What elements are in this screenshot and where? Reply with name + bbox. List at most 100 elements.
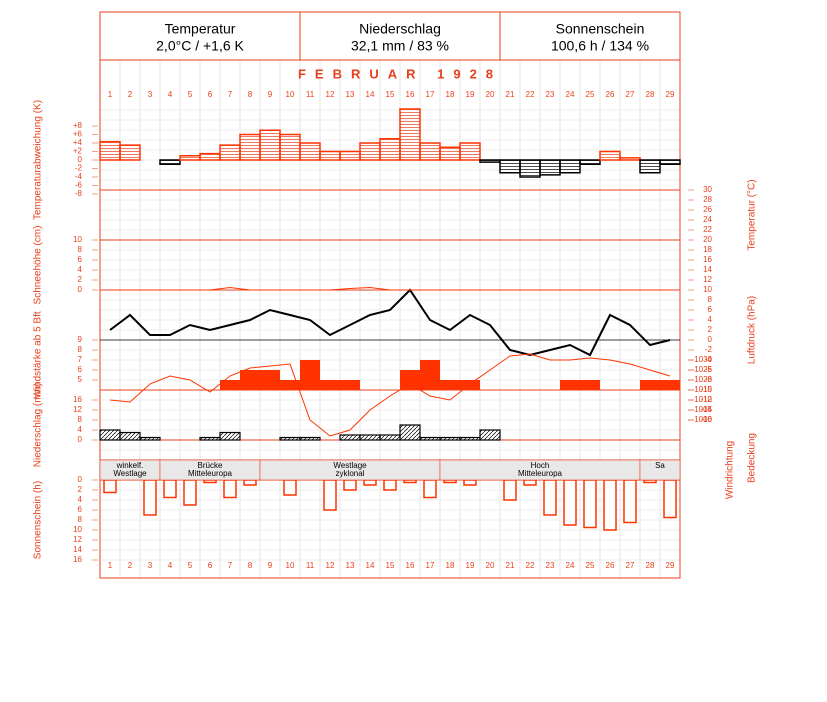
bar <box>280 380 300 390</box>
y-tick-label: +6 <box>73 130 83 139</box>
anomaly-bar <box>499 159 521 174</box>
bar <box>660 380 680 390</box>
header-value: 32,1 mm / 83 % <box>351 38 449 54</box>
day-label: 2 <box>128 561 133 570</box>
weather-type-label: Brücke <box>198 461 223 470</box>
y-tick-label: 7 <box>78 355 83 364</box>
right-axis-label: Windrichtung <box>725 441 736 499</box>
anomaly-bar <box>539 159 561 176</box>
day-label: 15 <box>386 561 395 570</box>
y-tick-label: 2 <box>78 485 83 494</box>
sunshine-bar <box>363 479 377 486</box>
day-label: 28 <box>646 90 655 99</box>
month-title: FEBRUAR 1928 <box>298 66 502 81</box>
sunshine-bar <box>523 479 537 486</box>
y-tick-label: 0 <box>78 155 83 164</box>
bar <box>460 380 480 390</box>
y-tick-label: 2 <box>78 275 83 284</box>
anomaly-bar <box>599 150 621 161</box>
anomaly-bar <box>179 155 201 161</box>
y-tick-label: 14 <box>703 265 712 274</box>
anomaly-bar <box>319 150 341 161</box>
bar <box>339 434 361 441</box>
axis-label: Windstärke ab 5 Bft <box>33 311 44 398</box>
weather-type-label: Westlage <box>333 461 367 470</box>
day-label: 9 <box>268 561 273 570</box>
y-tick-label: 4 <box>78 495 83 504</box>
y-tick-label: 16 <box>73 555 82 564</box>
header-label: Temperatur <box>165 21 236 37</box>
y-tick-label: 26 <box>703 205 712 214</box>
day-label: 17 <box>426 90 435 99</box>
sunshine-bar <box>103 479 117 494</box>
anomaly-bar <box>239 133 261 161</box>
day-label: 15 <box>386 90 395 99</box>
y-tick-label: 2 <box>708 325 713 334</box>
day-label: 3 <box>148 561 153 570</box>
y-tick-label: 16 <box>73 395 82 404</box>
y-tick-label: 6 <box>78 505 83 514</box>
day-label: 25 <box>586 561 595 570</box>
y-tick-label: 8 <box>78 345 83 354</box>
axis-label: Temperaturabweichung (K) <box>33 100 44 220</box>
anomaly-bar <box>99 140 121 161</box>
anomaly-bar <box>279 133 301 161</box>
day-label: 10 <box>286 90 295 99</box>
day-label: 16 <box>406 90 415 99</box>
day-label: 12 <box>326 561 335 570</box>
bar <box>199 436 221 441</box>
y-tick-label: -4 <box>705 355 713 364</box>
day-label: 27 <box>626 561 635 570</box>
frame <box>99 11 681 579</box>
bar <box>439 436 461 441</box>
day-label: 1 <box>108 561 113 570</box>
day-label: 21 <box>506 561 515 570</box>
axis-label: Schneehöhe (cm) <box>33 226 44 305</box>
anomaly-bar <box>199 152 221 161</box>
day-label: 5 <box>188 90 193 99</box>
y-tick-label: 4 <box>708 315 713 324</box>
y-tick-label: 0 <box>78 435 83 444</box>
day-label: 14 <box>366 90 375 99</box>
header-value: 100,6 h / 134 % <box>551 38 649 54</box>
sunshine-bar <box>163 479 177 499</box>
y-tick-label: -2 <box>75 164 83 173</box>
y-tick-label: 10 <box>73 235 82 244</box>
day-label: 21 <box>506 90 515 99</box>
weather-type-label: Hoch <box>531 461 550 470</box>
right-axis-label: Temperatur (°C) <box>747 179 758 250</box>
y-tick-label: 8 <box>78 245 83 254</box>
y-tick-label: -16 <box>700 415 712 424</box>
day-label: 23 <box>546 561 555 570</box>
bar <box>279 436 301 441</box>
day-label: 18 <box>446 561 455 570</box>
weather-type-label: winkelf. <box>116 461 144 470</box>
day-label: 6 <box>208 561 213 570</box>
day-label: 25 <box>586 90 595 99</box>
bar <box>139 436 161 441</box>
anomaly-bar <box>659 159 681 165</box>
y-tick-label: 6 <box>78 365 83 374</box>
day-label: 29 <box>666 90 675 99</box>
y-tick-label: -10 <box>700 385 712 394</box>
snow-line <box>110 286 670 291</box>
sunshine-bar <box>663 479 677 519</box>
weather-type-label: Mitteleuropa <box>188 469 233 478</box>
y-tick-label: 30 <box>703 185 712 194</box>
day-label: 18 <box>446 90 455 99</box>
anomaly-bar <box>579 159 601 165</box>
header-label: Sonnenschein <box>556 21 645 37</box>
day-label: 7 <box>228 561 233 570</box>
y-tick-label: 8 <box>78 415 83 424</box>
day-label: 2 <box>128 90 133 99</box>
header-label: Niederschlag <box>359 21 441 37</box>
day-label: 29 <box>666 561 675 570</box>
day-label: 3 <box>148 90 153 99</box>
sunshine-bar <box>283 479 297 496</box>
y-tick-label: 1025 <box>694 365 712 374</box>
y-tick-label: 28 <box>703 195 712 204</box>
day-label: 11 <box>306 90 315 99</box>
y-tick-label: -2 <box>705 345 713 354</box>
anomaly-bar <box>119 144 141 161</box>
anomaly-bar <box>479 159 501 163</box>
